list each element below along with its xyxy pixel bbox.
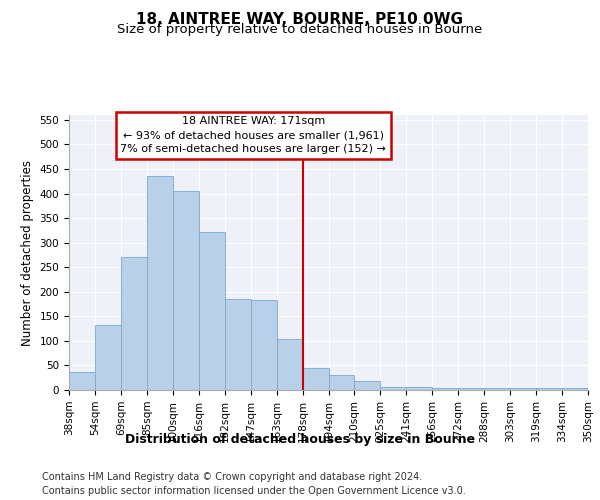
Bar: [562, 388, 588, 390]
Bar: [433, 388, 458, 390]
Text: Size of property relative to detached houses in Bourne: Size of property relative to detached ho…: [118, 22, 482, 36]
Bar: [458, 388, 484, 390]
Bar: [121, 258, 147, 390]
Text: 18, AINTREE WAY, BOURNE, PE10 0WG: 18, AINTREE WAY, BOURNE, PE10 0WG: [137, 12, 464, 28]
Bar: [355, 381, 380, 390]
Bar: [302, 368, 329, 390]
Bar: [406, 386, 432, 390]
Bar: [173, 191, 199, 390]
Text: 18 AINTREE WAY: 171sqm
← 93% of detached houses are smaller (1,961)
7% of semi-d: 18 AINTREE WAY: 171sqm ← 93% of detached…: [121, 116, 386, 154]
Bar: [380, 386, 406, 390]
Text: Contains HM Land Registry data © Crown copyright and database right 2024.
Contai: Contains HM Land Registry data © Crown c…: [42, 472, 466, 496]
Bar: [536, 388, 562, 390]
Bar: [69, 372, 95, 390]
Bar: [277, 339, 302, 390]
Bar: [329, 376, 355, 390]
Bar: [147, 176, 173, 390]
Bar: [251, 300, 277, 390]
Y-axis label: Number of detached properties: Number of detached properties: [21, 160, 34, 346]
Bar: [484, 388, 510, 390]
Bar: [199, 232, 224, 390]
Bar: [95, 324, 121, 390]
Text: Distribution of detached houses by size in Bourne: Distribution of detached houses by size …: [125, 432, 475, 446]
Bar: [510, 388, 536, 390]
Bar: [225, 299, 251, 390]
